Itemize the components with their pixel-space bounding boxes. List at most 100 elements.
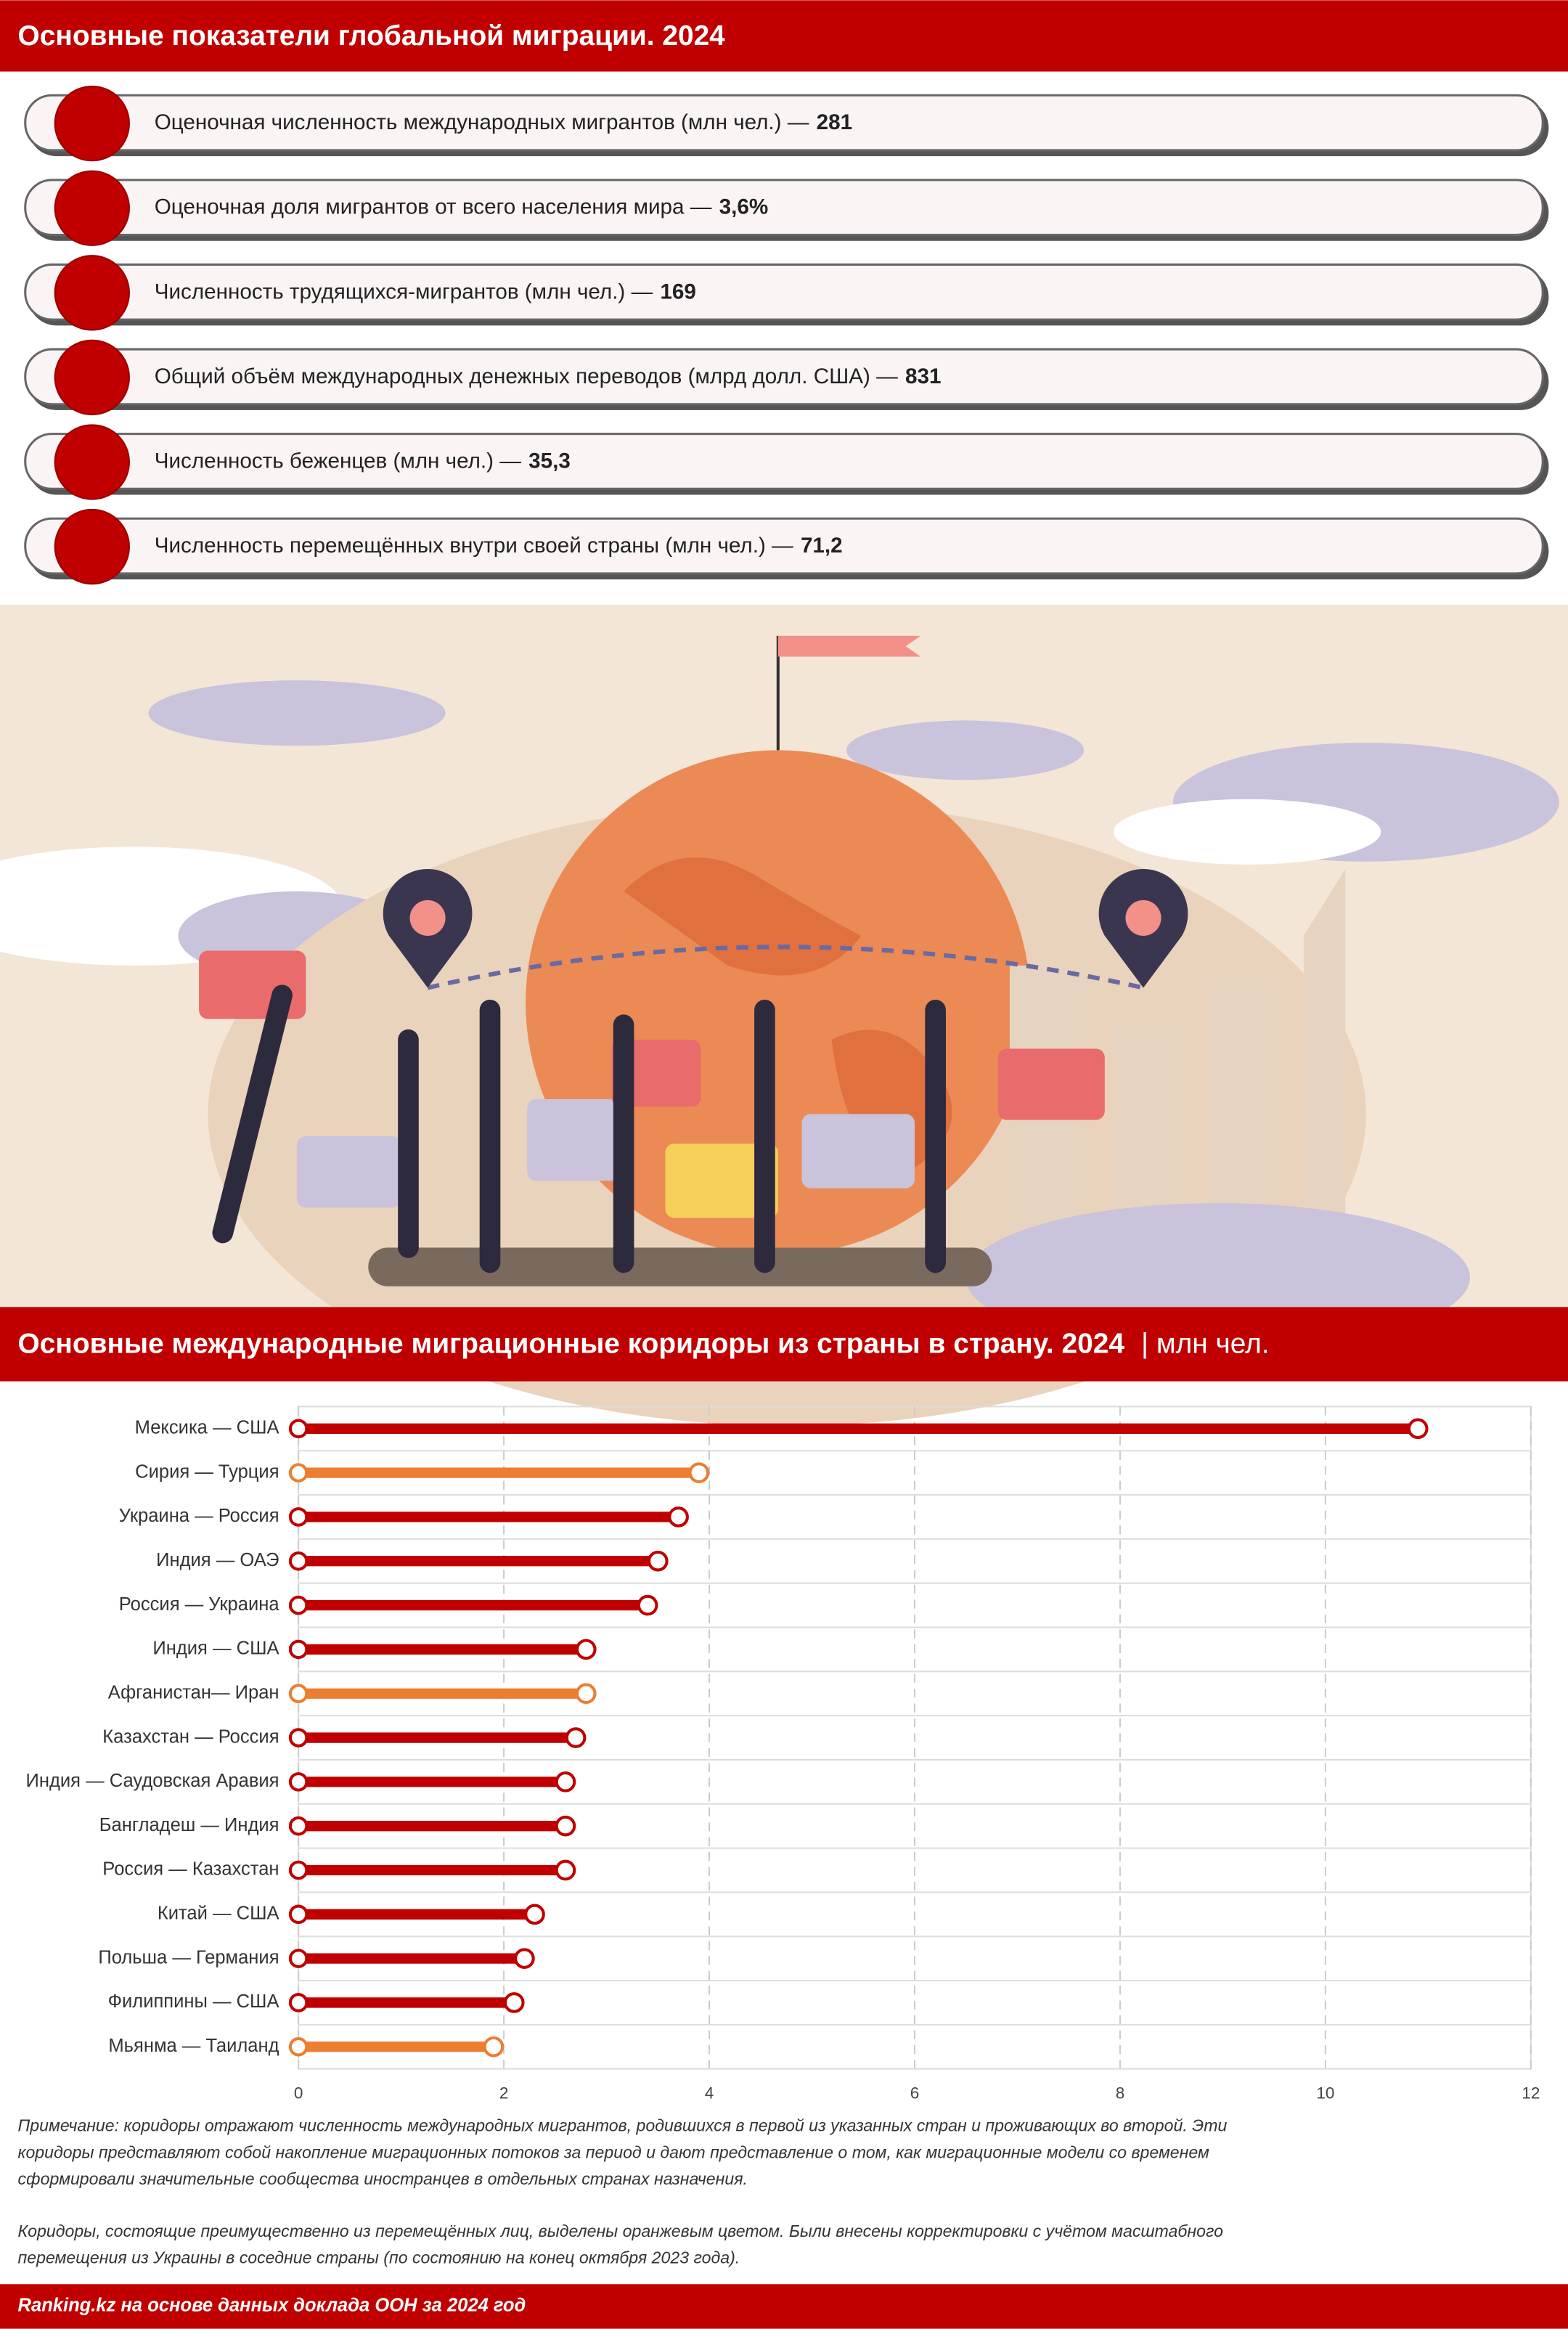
end-dot [565,1727,587,1748]
y-tick-label: Бангладеш — Индия [99,1815,279,1835]
footer-bar [0,2284,1568,2329]
building [1303,868,1346,1233]
pin-dot [1125,900,1161,936]
start-dot [288,1639,309,1660]
x-tick-label: 8 [1116,2084,1125,2102]
x-tick-label: 12 [1522,2084,1540,2102]
start-dot [288,1463,309,1482]
stats-list: Оценочная численность международных мигр… [24,85,1549,585]
stat-label: Численность перемещённых внутри своей ст… [155,534,793,558]
chart-header-bar [0,1307,1568,1382]
stat-label: Оценочная численность международных мигр… [155,110,809,134]
stat-label: Общий объём международных денежных перев… [155,364,898,388]
building [1114,1024,1181,1233]
stat-pill [24,348,1544,406]
route [427,945,1144,990]
end-dot [575,1683,597,1705]
end-dot [668,1506,689,1527]
stat-text: Оценочная доля мигрантов от всего населе… [155,195,768,219]
note-line: коридоры представляют собой накопление м… [18,2142,1209,2161]
x-tick-label: 10 [1316,2084,1334,2102]
start-dot [288,1684,309,1704]
stat-label: Численность трудящихся-мигрантов (млн че… [155,280,653,303]
end-dot [1407,1418,1429,1440]
stat-text: Оценочная численность международных мигр… [155,110,852,134]
start-dot [288,1419,309,1439]
end-dot [503,1992,525,2013]
flag [777,635,921,657]
stat-pill [24,433,1544,490]
stat-value: 281 [817,110,852,134]
note-line: Примечание: коридоры отражают численност… [18,2116,1228,2135]
header-bar [0,0,1568,72]
suitcase [527,1099,619,1181]
stat-text: Численность перемещённых внутри своей ст… [155,534,843,558]
stat-bullet [54,170,130,246]
y-tick-label: Казахстан — Россия [102,1726,279,1747]
stat-value: 169 [660,280,695,303]
stat-bullet [54,255,130,331]
stat-bullet [54,424,130,500]
chart-header: Основные международные миграционные кори… [18,1329,1270,1360]
end-dot [555,1815,576,1837]
y-tick-label: Мексика — США [135,1418,279,1438]
note-line: Коридоры, состоящие преимущественно из п… [18,2222,1224,2240]
chart-title: Основные международные миграционные кори… [18,1329,1125,1360]
start-dot [288,1772,309,1792]
cloud [1114,799,1381,865]
x-tick-label: 0 [294,2084,303,2102]
end-dot [647,1550,669,1572]
x-tick-label: 6 [910,2084,920,2102]
x-tick-label: 4 [705,2084,714,2102]
stat-pill [24,94,1544,152]
note-line: сформировали значительные сообщества ино… [18,2169,748,2188]
continents [624,857,952,1174]
stat-text: Численность трудящихся-мигрантов (млн че… [155,280,696,303]
stat-bullet [54,339,130,416]
ground [368,1247,992,1286]
y-tick-label: Филиппины — США [108,1991,279,2012]
stat-pill [24,263,1544,321]
start-dot [288,1551,309,1571]
y-tick-label: Афганистан— Иран [108,1682,279,1702]
start-dot [288,1860,309,1880]
suitcase [997,1048,1105,1120]
suitcase [199,950,306,1019]
stat-text: Численность беженцев (млн чел.) —35,3 [155,449,571,473]
end-dot [555,1859,576,1881]
start-dot [288,1595,309,1615]
chart-unit: | млн чел. [1141,1329,1270,1360]
stat-pill [24,517,1544,575]
y-tick-label: Индия — Саудовская Аравия [26,1771,279,1791]
notes: Примечание: коридоры отражают численност… [18,2116,1228,2267]
cloud [148,680,446,746]
suitcase [297,1136,401,1208]
stat-pill [24,179,1544,237]
pin-dot [409,900,446,936]
building [1210,980,1278,1233]
start-dot [288,1993,309,2012]
y-tick-label: Индия — США [152,1639,279,1659]
start-dot [288,1728,309,1747]
start-dot [288,1949,309,1968]
stat-label: Оценочная доля мигрантов от всего населе… [155,195,712,219]
end-dot [524,1904,545,1925]
start-dot [288,1816,309,1836]
y-tick-label: Украина — Россия [119,1506,279,1526]
stat-value: 3,6% [719,195,769,219]
y-tick-label: Индия — ОАЭ [156,1550,279,1570]
stat-bullet [54,508,130,585]
end-dot [514,1948,535,1969]
stat-value: 71,2 [801,534,843,558]
stat-text: Общий объём международных денежных перев… [155,364,942,388]
people [212,984,946,1273]
start-dot [288,2036,309,2057]
stat-label: Численность беженцев (млн чел.) — [155,449,522,473]
start-dot [288,1904,309,1925]
header-title: Основные показатели глобальной миграции.… [18,20,726,52]
stat-bullet [54,85,130,162]
y-tick-label: Россия — Казахстан [102,1859,279,1880]
stat-value: 831 [905,364,941,388]
